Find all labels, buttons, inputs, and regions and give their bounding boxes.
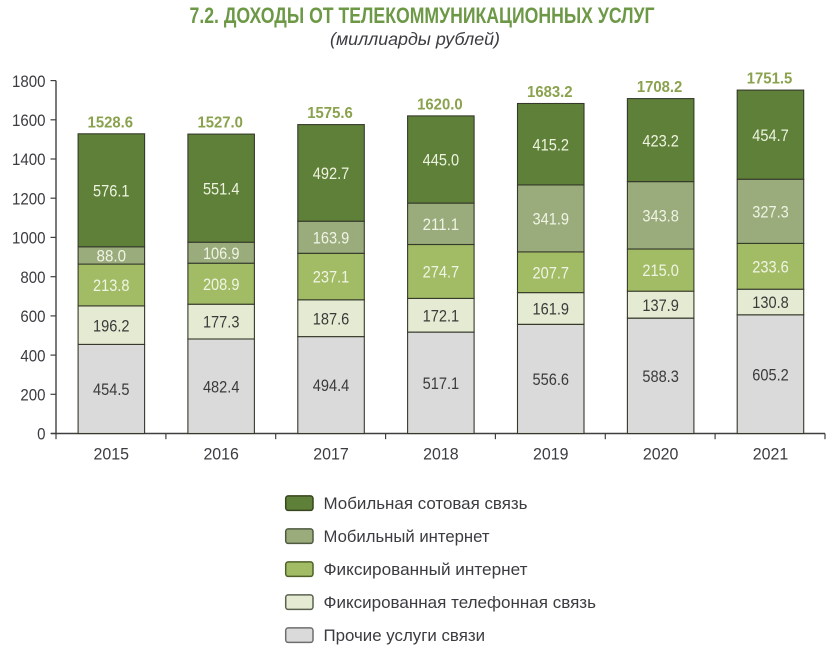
svg-text:7.2. ДОХОДЫ ОТ ТЕЛЕКОММУНИКАЦИ: 7.2. ДОХОДЫ ОТ ТЕЛЕКОММУНИКАЦИОННЫХ УСЛУ… [190,3,655,28]
svg-text:213.8: 213.8 [93,276,130,295]
svg-text:106.9: 106.9 [203,244,240,263]
svg-text:172.1: 172.1 [423,306,460,325]
svg-text:445.0: 445.0 [423,151,460,170]
svg-text:800: 800 [20,268,45,287]
svg-text:130.8: 130.8 [752,293,789,312]
svg-text:492.7: 492.7 [313,164,350,183]
svg-text:208.9: 208.9 [203,275,240,294]
svg-text:605.2: 605.2 [752,365,789,384]
svg-text:1600: 1600 [12,111,46,130]
svg-text:1000: 1000 [12,229,46,248]
svg-text:454.7: 454.7 [752,126,789,145]
svg-text:Мобильная сотовая связь: Мобильная сотовая связь [324,494,528,513]
svg-text:327.3: 327.3 [752,203,789,222]
svg-text:588.3: 588.3 [642,367,679,386]
svg-text:163.9: 163.9 [313,228,350,247]
svg-text:(миллиарды рублей): (миллиарды рублей) [330,29,500,49]
svg-text:2018: 2018 [423,445,459,464]
svg-text:1620.0: 1620.0 [417,97,463,114]
svg-text:Фиксированный интернет: Фиксированный интернет [324,560,528,579]
svg-text:215.0: 215.0 [642,261,679,280]
svg-text:233.6: 233.6 [752,258,789,277]
svg-text:177.3: 177.3 [203,313,240,332]
svg-text:341.9: 341.9 [533,210,570,229]
svg-text:454.5: 454.5 [93,380,130,399]
svg-text:88.0: 88.0 [97,247,127,266]
svg-text:423.2: 423.2 [642,131,679,150]
svg-text:343.8: 343.8 [642,207,679,226]
svg-text:1575.6: 1575.6 [307,105,353,122]
svg-text:2021: 2021 [753,445,789,464]
svg-text:1800: 1800 [12,72,46,91]
svg-text:207.7: 207.7 [533,264,570,283]
svg-text:1528.6: 1528.6 [88,114,134,131]
svg-text:600: 600 [20,307,45,326]
svg-text:237.1: 237.1 [313,268,350,287]
svg-text:482.4: 482.4 [203,377,240,396]
svg-text:Прочие услуги связи: Прочие услуги связи [324,626,486,645]
svg-text:1527.0: 1527.0 [197,115,243,132]
svg-text:2019: 2019 [533,445,569,464]
svg-text:1708.2: 1708.2 [637,79,683,96]
svg-text:196.2: 196.2 [93,316,130,335]
svg-text:400: 400 [20,346,45,365]
svg-text:2020: 2020 [643,445,679,464]
svg-text:517.1: 517.1 [423,374,460,393]
svg-text:274.7: 274.7 [423,263,460,282]
svg-text:2016: 2016 [203,445,239,464]
svg-text:0: 0 [37,425,45,444]
svg-text:551.4: 551.4 [203,179,240,198]
svg-text:200: 200 [20,386,45,405]
svg-text:415.2: 415.2 [533,135,570,154]
svg-text:161.9: 161.9 [533,300,570,319]
svg-text:1200: 1200 [12,189,46,208]
svg-text:556.6: 556.6 [533,370,570,389]
svg-text:211.1: 211.1 [423,215,460,234]
svg-text:494.4: 494.4 [313,376,350,395]
svg-text:1400: 1400 [12,150,46,169]
svg-text:1683.2: 1683.2 [527,84,573,101]
svg-text:137.9: 137.9 [642,296,679,315]
svg-text:2015: 2015 [94,445,130,464]
svg-text:187.6: 187.6 [313,309,350,328]
svg-text:576.1: 576.1 [93,182,130,201]
svg-text:Мобильный интернет: Мобильный интернет [324,527,490,546]
svg-text:2017: 2017 [313,445,349,464]
svg-text:1751.5: 1751.5 [747,71,793,88]
svg-text:Фиксированная телефонная связь: Фиксированная телефонная связь [324,593,597,612]
